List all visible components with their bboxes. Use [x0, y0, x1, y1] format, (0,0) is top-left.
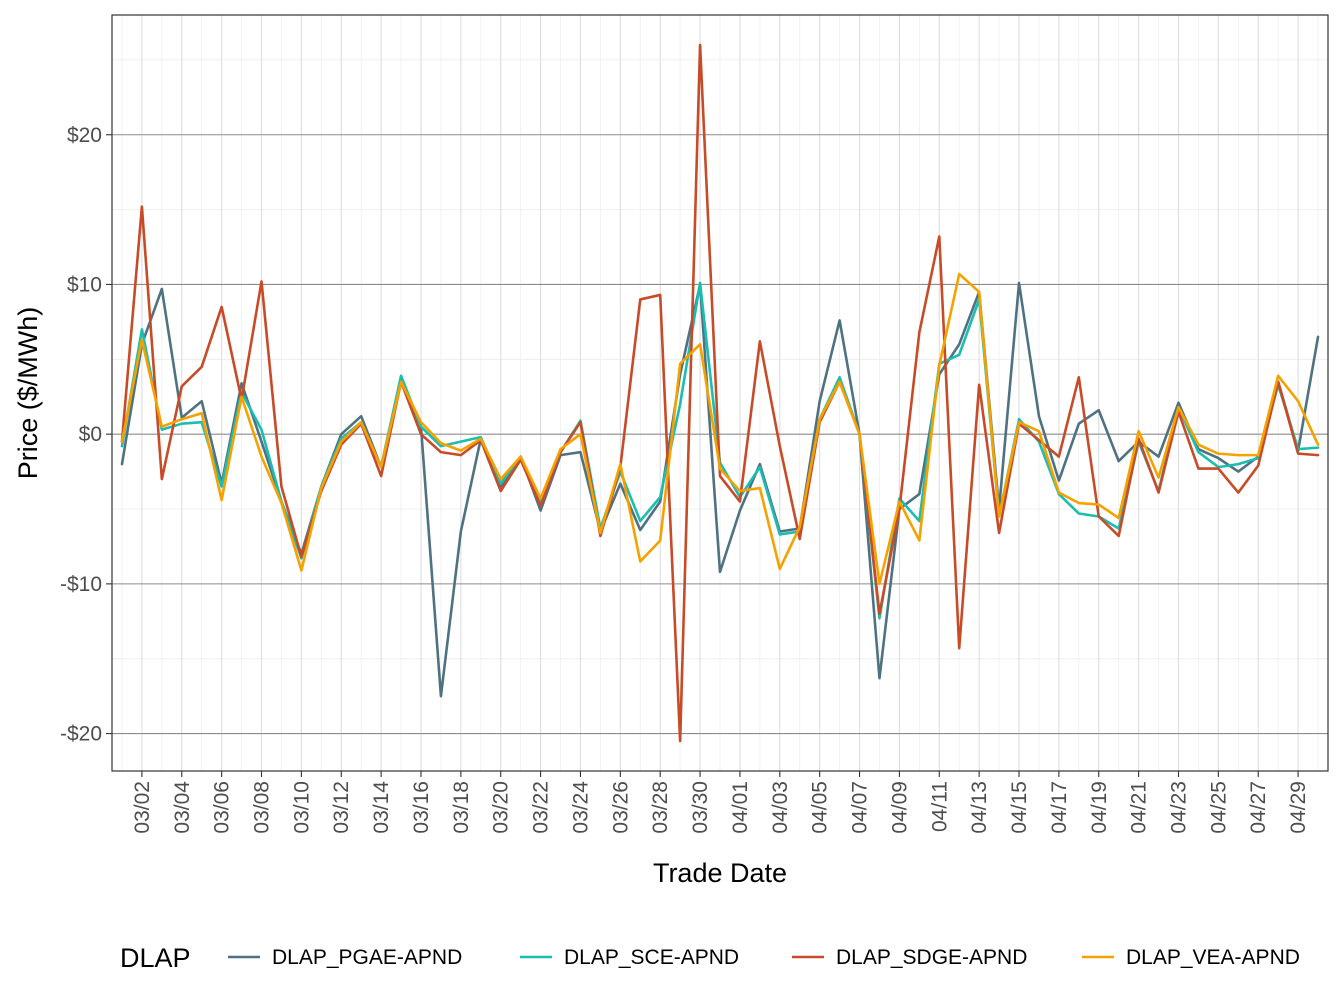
x-tick-label: 03/10 [290, 781, 313, 834]
x-tick-label: 03/04 [171, 781, 194, 834]
legend-label: DLAP_PGAE-APND [272, 946, 462, 969]
x-tick-label: 03/12 [330, 781, 353, 834]
x-tick-label: 03/18 [450, 781, 473, 834]
series-lines [120, 43, 1320, 743]
x-tick-label: 04/25 [1207, 781, 1230, 834]
x-tick-label: 03/16 [410, 781, 433, 834]
plot-panel-border [111, 14, 1329, 772]
x-tick-label: 04/19 [1088, 781, 1111, 834]
legend-label: DLAP_SCE-APND [564, 946, 739, 969]
y-axis-title: Price ($/MWh) [13, 307, 43, 480]
x-tick-label: 04/17 [1048, 781, 1071, 834]
y-tick-label: $10 [67, 273, 102, 296]
y-tick-label: -$10 [60, 573, 102, 596]
y-tick-label: -$20 [60, 723, 102, 746]
x-tick-label: 03/26 [609, 781, 632, 834]
x-tick-label: 03/20 [490, 781, 513, 834]
x-tick-label: 04/29 [1287, 781, 1310, 834]
x-tick-label: 03/08 [251, 781, 274, 834]
x-tick-label: 03/30 [689, 781, 712, 834]
legend-title: DLAP [120, 943, 191, 973]
major-gridlines [112, 15, 1328, 771]
x-tick-label: 03/28 [649, 781, 672, 834]
x-tick-label: 04/01 [729, 781, 752, 834]
x-tick-label: 04/11 [928, 781, 951, 832]
x-tick-label: 04/03 [769, 781, 792, 834]
x-tick-label: 04/27 [1247, 781, 1270, 834]
legend-label: DLAP_VEA-APND [1126, 946, 1300, 969]
x-tick-label: 04/07 [849, 781, 872, 834]
x-tick-label: 04/15 [1008, 781, 1031, 834]
series-line-dlap-vea-apnd [120, 272, 1320, 586]
x-tick-label: 04/05 [809, 781, 832, 834]
y-tick-label: $20 [67, 124, 102, 147]
y-axis: -$20 -$10 $0 $10 $20 [60, 124, 112, 746]
y-tick-label: $0 [79, 423, 102, 446]
x-tick-label: 03/02 [131, 781, 154, 834]
x-tick-label: 04/09 [888, 781, 911, 834]
x-tick-label: 04/21 [1128, 781, 1151, 834]
x-tick-label: 03/06 [211, 781, 234, 834]
x-axis: 03/02 03/04 03/06 03/08 03/10 03/12 03/14 03/16… [131, 771, 1310, 834]
x-tick-label: 03/14 [370, 781, 393, 834]
x-axis-title: Trade Date [653, 858, 787, 888]
x-tick-label: 04/13 [968, 781, 991, 834]
x-tick-label: 03/24 [569, 781, 592, 834]
minor-gridlines [112, 15, 1328, 771]
legend-label: DLAP_SDGE-APND [836, 946, 1027, 969]
legend: DLAP DLAP_PGAE-APND DLAP_SCE-APND DLAP_SDG… [120, 943, 1300, 973]
x-tick-label: 03/22 [530, 781, 553, 834]
x-tick-label: 04/23 [1167, 781, 1190, 834]
